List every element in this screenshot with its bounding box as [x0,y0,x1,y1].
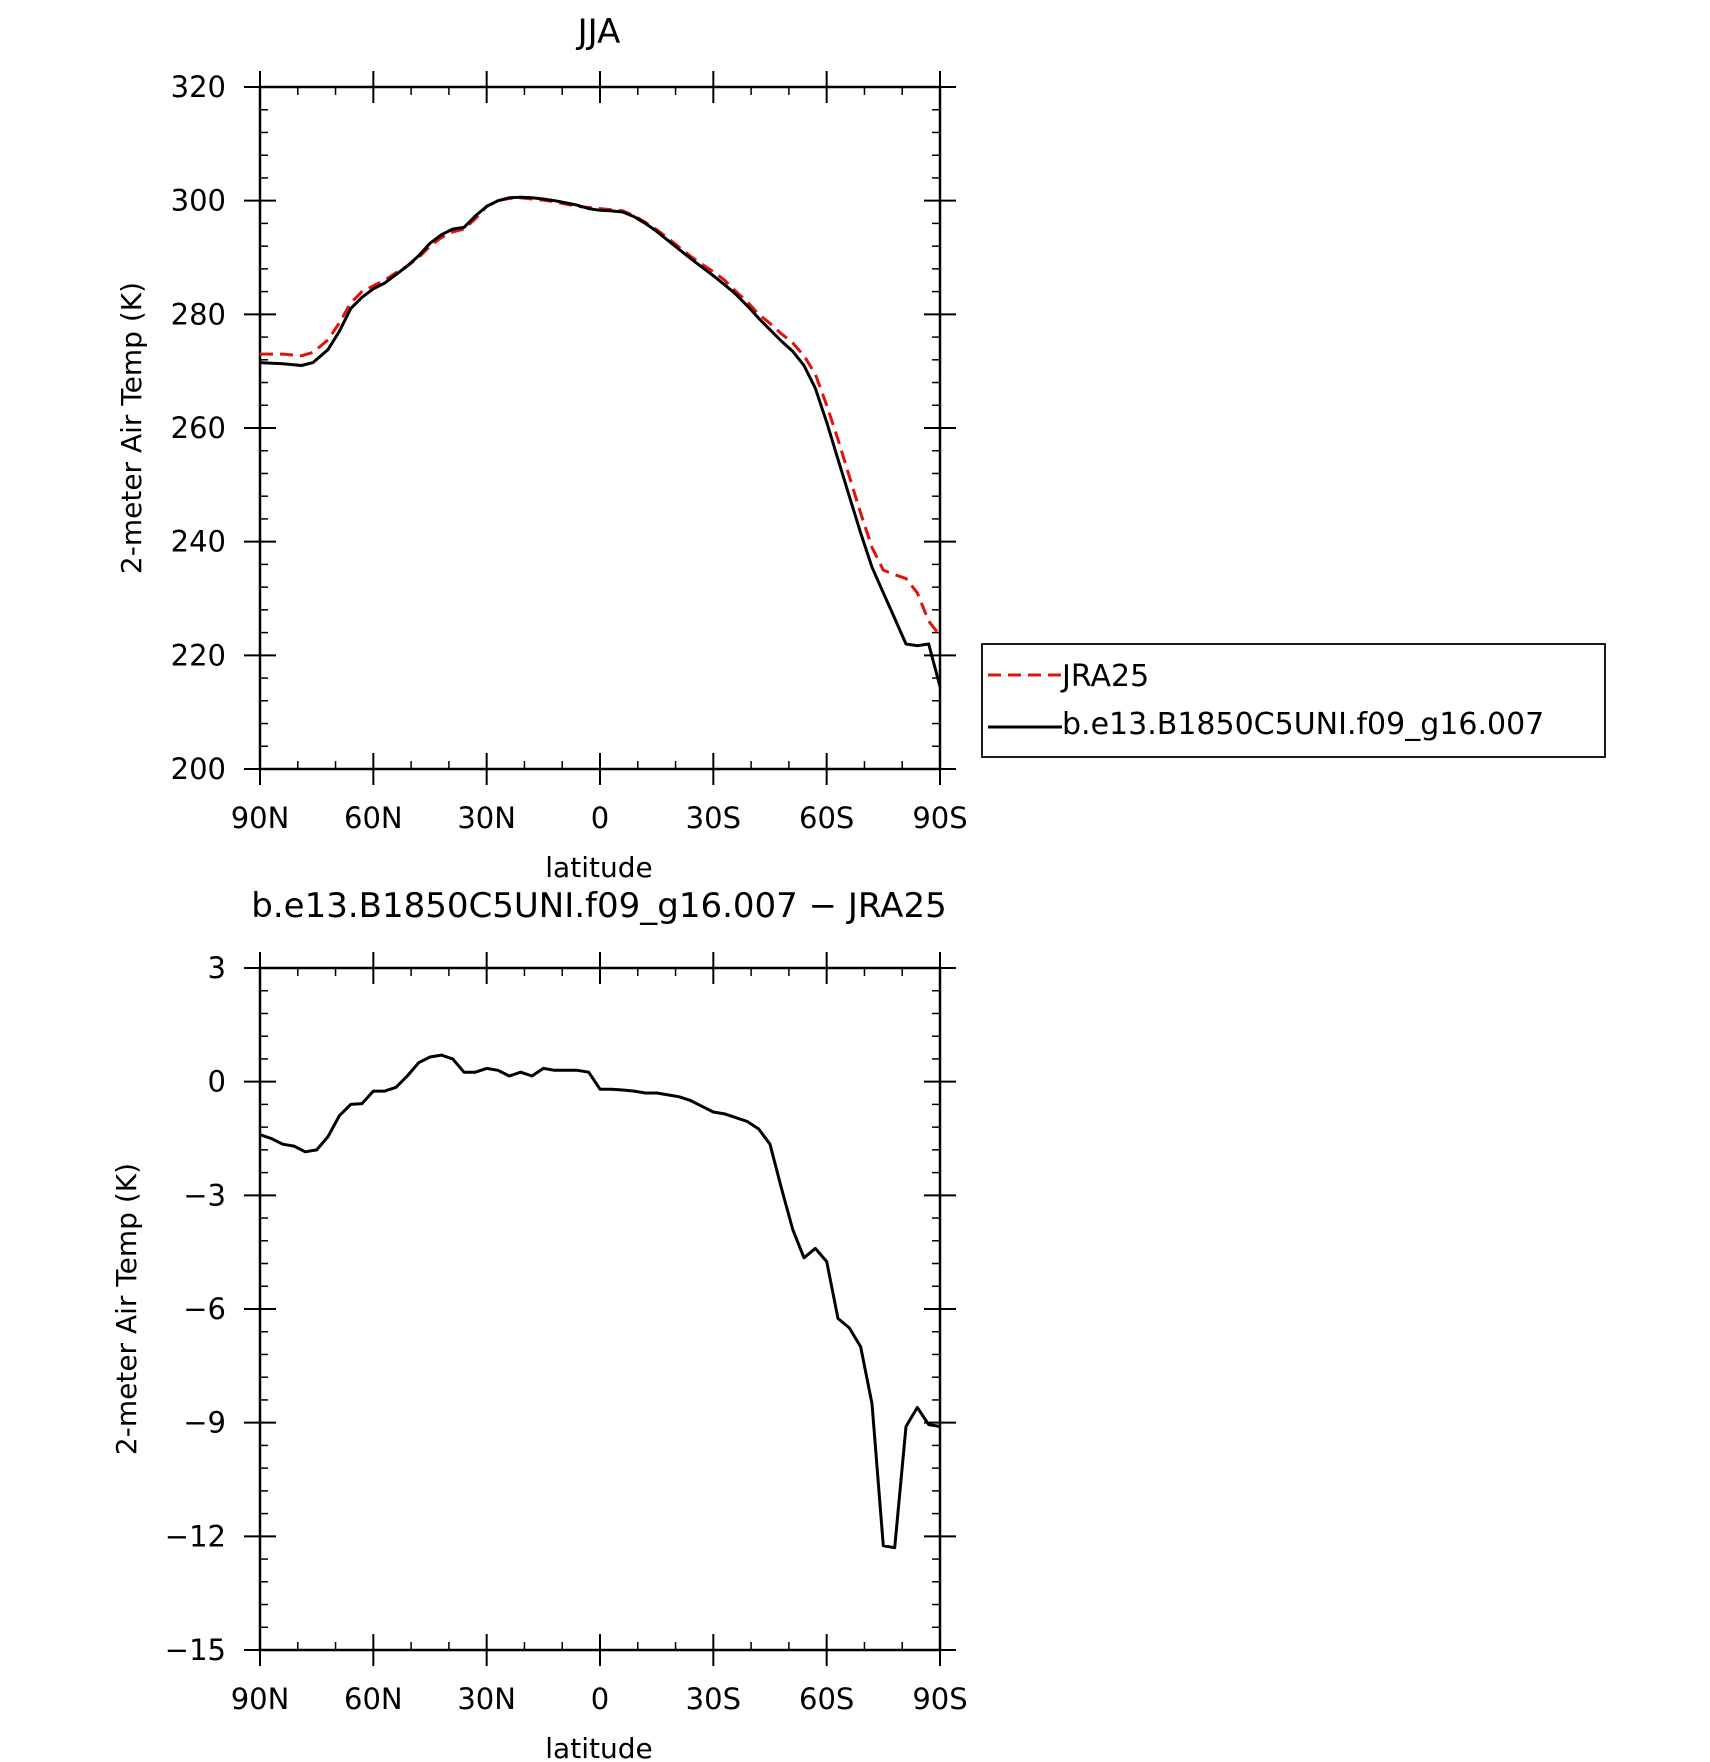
x-axis-label: latitude [545,851,652,884]
x-tick-label: 90S [912,1682,967,1716]
y-tick-label: −3 [183,1178,226,1212]
series-line-jra25 [260,196,942,637]
legend: JRA25 b.e13.B1850C5UNI.f09_g16.007 [981,643,1606,758]
y-tick-label: 320 [171,70,226,104]
y-tick-label: 300 [171,184,226,218]
x-tick-label: 0 [591,801,609,835]
y-axis-label: 2-meter Air Temp (K) [115,282,148,574]
y-tick-label: 220 [171,638,226,672]
y-tick-label: 280 [171,297,226,331]
x-tick-label: 30N [457,1682,516,1716]
y-tick-label: 240 [171,525,226,559]
legend-label-jra25: JRA25 [1060,659,1149,694]
x-axis-label: latitude [545,1732,652,1762]
series-line-b-e13-b1850c5uni-f09-g16-007 [259,195,942,687]
y-tick-label: 200 [171,752,226,786]
y-tick-label: −12 [165,1519,226,1553]
x-tick-label: 90N [231,1682,290,1716]
x-tick-label: 30S [686,1682,741,1716]
y-tick-label: −15 [165,1633,226,1667]
x-tick-label: 60N [344,1682,403,1716]
x-tick-label: 60N [344,801,403,835]
legend-label-model: b.e13.B1850C5UNI.f09_g16.007 [1062,707,1544,742]
y-tick-label: 260 [171,411,226,445]
chart-title: JJA [576,12,621,52]
x-tick-label: 0 [591,1682,609,1716]
x-tick-label: 90S [912,801,967,835]
chart-difference: b.e13.B1850C5UNI.f09_g16.007 − JRA25 −15… [110,886,968,1762]
series-line-difference [259,1053,941,1550]
x-tick-label: 30S [686,801,741,835]
legend-box [981,643,1606,758]
plot-frame [258,85,942,771]
chart-jja: JJA 200 220 240 260 280 300 320 90N 60N 30N 0 30S 60… [115,12,1606,884]
y-tick-label: −6 [183,1292,226,1326]
x-tick-label: 30N [457,801,516,835]
y-tick-label: 3 [208,951,226,985]
x-tick-label: 90N [231,801,290,835]
plot-frame [258,966,942,1652]
y-tick-label: −9 [183,1406,226,1440]
x-tick-label: 60S [799,801,854,835]
x-tick-label: 60S [799,1682,854,1716]
chart-title: b.e13.B1850C5UNI.f09_g16.007 − JRA25 [251,886,946,926]
y-tick-label: 0 [208,1065,226,1099]
y-axis-label: 2-meter Air Temp (K) [110,1163,143,1455]
